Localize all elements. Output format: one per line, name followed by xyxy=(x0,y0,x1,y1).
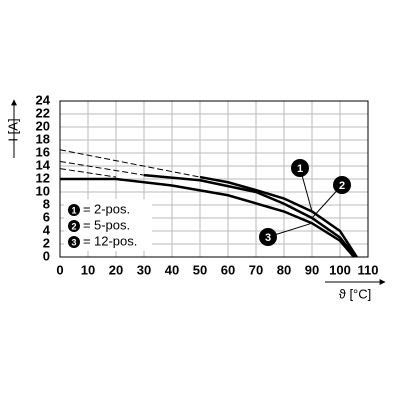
x-tick-label: 50 xyxy=(193,262,207,277)
derating-line xyxy=(199,175,358,258)
x-tick-label: 0 xyxy=(56,262,63,277)
x-tick-label: 90 xyxy=(305,262,319,277)
y-tick-label: 6 xyxy=(43,209,50,224)
x-tick-label: 40 xyxy=(165,262,179,277)
legend-marker xyxy=(68,204,80,216)
callout-circle xyxy=(291,159,309,177)
x-tick-label: 10 xyxy=(81,262,95,277)
extrapolated-line xyxy=(59,160,145,176)
legend-label: 5-pos. xyxy=(94,217,130,232)
legend-marker xyxy=(68,236,80,248)
legend-marker-number: 3 xyxy=(71,237,76,247)
x-tick-label: 20 xyxy=(109,262,123,277)
x-tick-label: 60 xyxy=(221,262,235,277)
y-tick-label: 14 xyxy=(36,157,51,172)
extrapolated-line xyxy=(59,168,117,178)
y-tick-label: 20 xyxy=(36,118,50,133)
legend-marker xyxy=(68,220,80,232)
derating-line xyxy=(60,177,355,258)
y-tick-label: 16 xyxy=(36,144,50,159)
y-tick-label: 18 xyxy=(36,131,50,146)
x-axis-label: ϑ [°C] xyxy=(339,286,372,301)
x-tick-label: 100 xyxy=(329,262,351,277)
y-tick-label: 24 xyxy=(36,92,51,107)
curves xyxy=(59,149,358,258)
callout-circle xyxy=(259,228,277,246)
callout-number: 1 xyxy=(297,163,303,175)
legend-marker-number: 1 xyxy=(71,205,76,215)
x-tick-label: 80 xyxy=(277,262,291,277)
callout-number: 3 xyxy=(265,232,271,244)
y-tick-label: 2 xyxy=(43,235,50,250)
legend-label: 12-pos. xyxy=(94,233,137,248)
x-tick-label: 30 xyxy=(137,262,151,277)
y-tick-label: 10 xyxy=(36,183,50,198)
legend-equals: = xyxy=(83,233,91,248)
y-tick-label: 22 xyxy=(36,105,50,120)
y-axis-label: I [A] xyxy=(5,118,20,141)
legend-marker-number: 2 xyxy=(71,221,76,231)
y-tick-label: 12 xyxy=(36,170,50,185)
derating-line xyxy=(143,173,357,258)
callout-number: 2 xyxy=(339,180,345,192)
y-tick-label: 4 xyxy=(43,222,51,237)
legend-equals: = xyxy=(83,217,91,232)
legend-label: 2-pos. xyxy=(94,201,130,216)
y-tick-label: 0 xyxy=(43,248,50,263)
x-tick-label: 110 xyxy=(358,262,379,277)
extrapolated-line xyxy=(59,149,201,178)
y-tick-label: 8 xyxy=(43,196,50,211)
x-tick-label: 70 xyxy=(249,262,263,277)
plot-frame xyxy=(59,100,369,258)
callout-circle xyxy=(333,176,351,194)
legend-equals: = xyxy=(83,201,91,216)
